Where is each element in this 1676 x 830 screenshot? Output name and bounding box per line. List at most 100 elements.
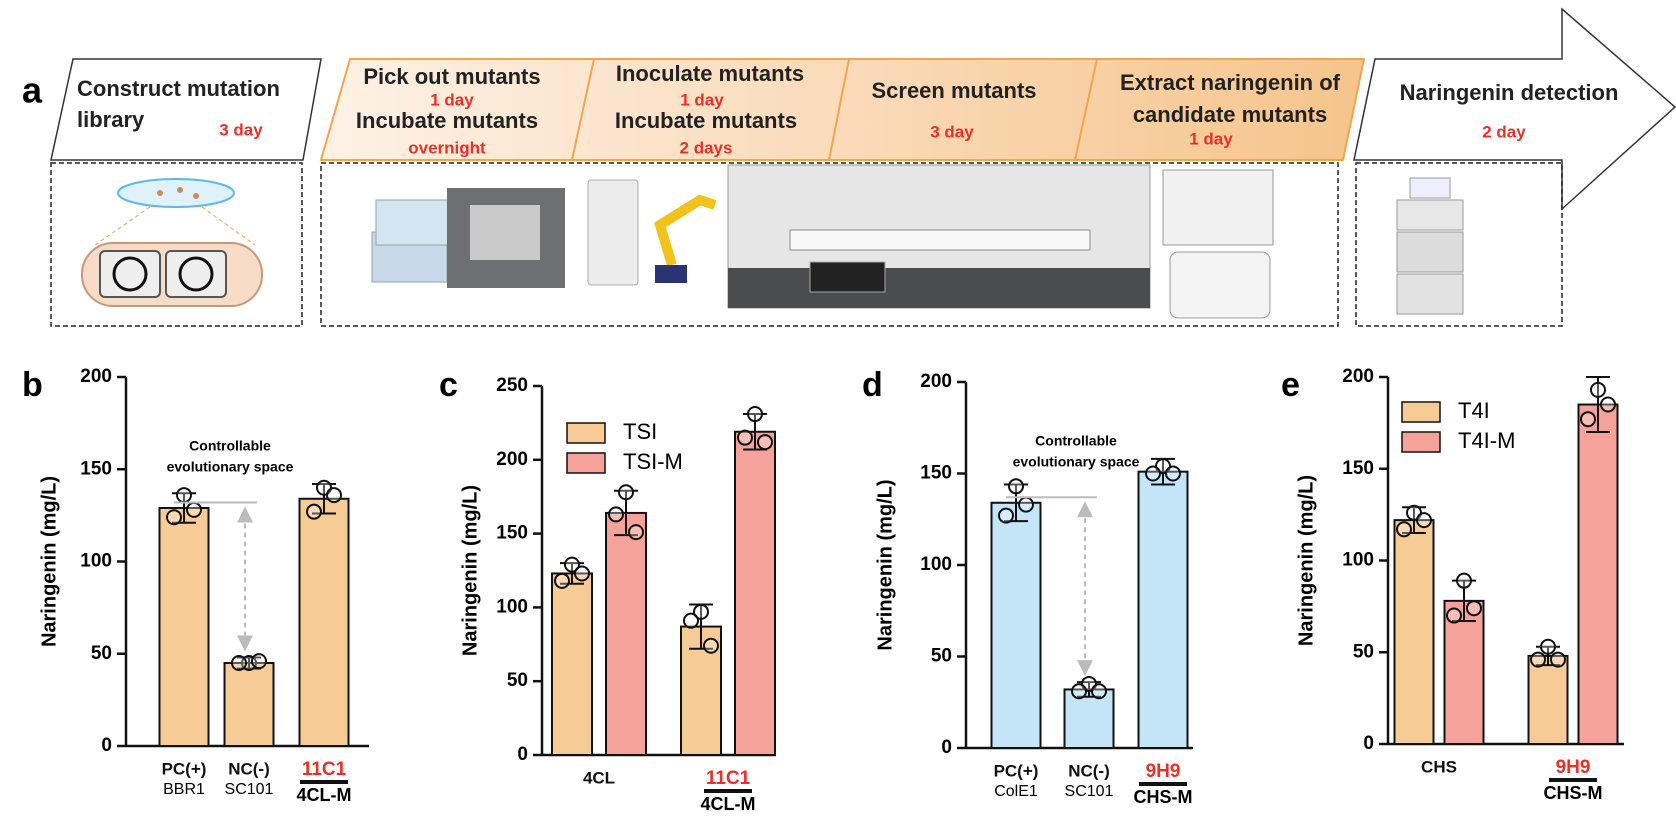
bar xyxy=(1393,519,1435,745)
y-tick-label: 200 xyxy=(920,371,952,392)
legend-swatch xyxy=(566,422,606,444)
error-bar xyxy=(172,492,196,524)
data-point xyxy=(618,484,634,501)
workflow: a Construct mutation library 3 day Pick … xyxy=(22,7,1676,327)
x-tick-sublabel: 4CL-M xyxy=(297,785,352,805)
y-tick-label: 150 xyxy=(1342,458,1374,479)
data-point xyxy=(683,612,699,629)
y-axis-label: Naringenin (mg/L) xyxy=(874,479,896,650)
data-point xyxy=(998,507,1014,524)
x-tick-sublabel: SC101 xyxy=(1065,783,1114,800)
step-title: candidate mutants xyxy=(1133,102,1327,127)
bar xyxy=(1443,599,1485,745)
error-bar xyxy=(614,489,638,537)
data-point xyxy=(306,503,322,520)
data-point xyxy=(1416,512,1432,529)
y-tick-label: 50 xyxy=(1353,641,1374,662)
data-point xyxy=(1446,607,1462,624)
y-tick-label: 0 xyxy=(941,737,952,758)
data-point xyxy=(1580,411,1596,428)
x-tick-label: NC(-) xyxy=(1068,761,1110,780)
illustrations xyxy=(81,164,1464,319)
y-tick-label: 150 xyxy=(920,463,952,484)
step-title: Pick out mutants xyxy=(363,64,540,89)
y-tick-label: 100 xyxy=(920,554,952,575)
data-point xyxy=(608,506,624,523)
step-divider xyxy=(1074,58,1098,161)
step-duration: 1 day xyxy=(1189,129,1233,148)
panel-label: e xyxy=(1281,366,1300,404)
data-point xyxy=(1091,683,1107,700)
error-bar xyxy=(312,483,336,515)
x-tick-label: CHS xyxy=(1421,757,1457,776)
legend-label: T4I xyxy=(1458,398,1490,423)
step-title: Inoculate mutants xyxy=(616,61,804,86)
x-tick-label: 4CL xyxy=(583,768,615,787)
y-tick-label: 50 xyxy=(507,670,528,691)
y-tick-label: 150 xyxy=(80,458,112,479)
x-tick-label: PC(+) xyxy=(162,759,207,778)
step-duration: 2 days xyxy=(680,138,733,157)
x-tick-label: NC(-) xyxy=(228,759,270,778)
data-point xyxy=(564,556,580,573)
y-tick-label: 250 xyxy=(496,375,528,396)
y-axis-label: Naringenin (mg/L) xyxy=(459,485,481,656)
x-tick-sublabel: BBR1 xyxy=(163,781,205,798)
data-point xyxy=(574,565,590,582)
bar xyxy=(990,501,1042,749)
y-tick-label: 200 xyxy=(80,366,112,387)
data-point xyxy=(757,434,773,451)
y-tick-label: 0 xyxy=(101,735,112,756)
legend-swatch xyxy=(566,452,606,474)
step-title: Incubate mutants xyxy=(356,108,538,133)
step-title: Construct mutation xyxy=(77,76,280,101)
y-tick-label: 100 xyxy=(1342,550,1374,571)
y-tick-label: 0 xyxy=(1363,733,1374,754)
bar xyxy=(605,511,647,756)
x-tick-label: 9H9 xyxy=(1146,761,1181,782)
x-tick-label: 9H9 xyxy=(1556,757,1591,778)
legend-label: TSI xyxy=(623,419,657,444)
bar xyxy=(1577,403,1619,745)
data-point xyxy=(1008,478,1024,495)
data-point xyxy=(1466,600,1482,617)
data-point xyxy=(1018,496,1034,513)
data-point xyxy=(747,406,763,423)
legend-label: TSI-M xyxy=(623,449,683,474)
x-tick-label: 11C1 xyxy=(706,768,751,789)
y-tick-label: 100 xyxy=(80,551,112,572)
step-title: library xyxy=(77,107,145,132)
legend-swatch xyxy=(1401,401,1441,423)
data-point xyxy=(326,487,342,504)
legend-swatch xyxy=(1401,431,1441,453)
data-point xyxy=(703,637,719,654)
x-tick-sublabel: CHS-M xyxy=(1134,787,1193,807)
error-bar xyxy=(1586,376,1610,434)
y-tick-label: 200 xyxy=(496,449,528,470)
panel-label: b xyxy=(22,366,43,404)
panel-label: c xyxy=(439,366,458,404)
bar xyxy=(298,497,350,747)
data-point xyxy=(1600,396,1616,413)
data-point xyxy=(1071,683,1087,700)
step-duration: 1 day xyxy=(430,90,474,109)
y-axis-label: Naringenin (mg/L) xyxy=(1295,475,1317,646)
bar xyxy=(1063,688,1115,750)
step-duration: 3 day xyxy=(930,122,974,141)
annotation: evolutionary space xyxy=(167,459,294,475)
x-tick-label: PC(+) xyxy=(994,761,1039,780)
panel-label: d xyxy=(862,366,883,404)
x-tick-label: 11C1 xyxy=(302,759,347,780)
data-point xyxy=(737,429,753,446)
bar xyxy=(551,572,593,757)
data-point xyxy=(166,509,182,526)
step-box xyxy=(50,58,322,161)
data-point xyxy=(1530,651,1546,668)
data-point xyxy=(1540,638,1556,655)
x-tick-sublabel: ColE1 xyxy=(994,783,1038,800)
data-point xyxy=(1165,465,1181,482)
panel-label: a xyxy=(22,70,43,111)
error-bar xyxy=(560,562,584,585)
